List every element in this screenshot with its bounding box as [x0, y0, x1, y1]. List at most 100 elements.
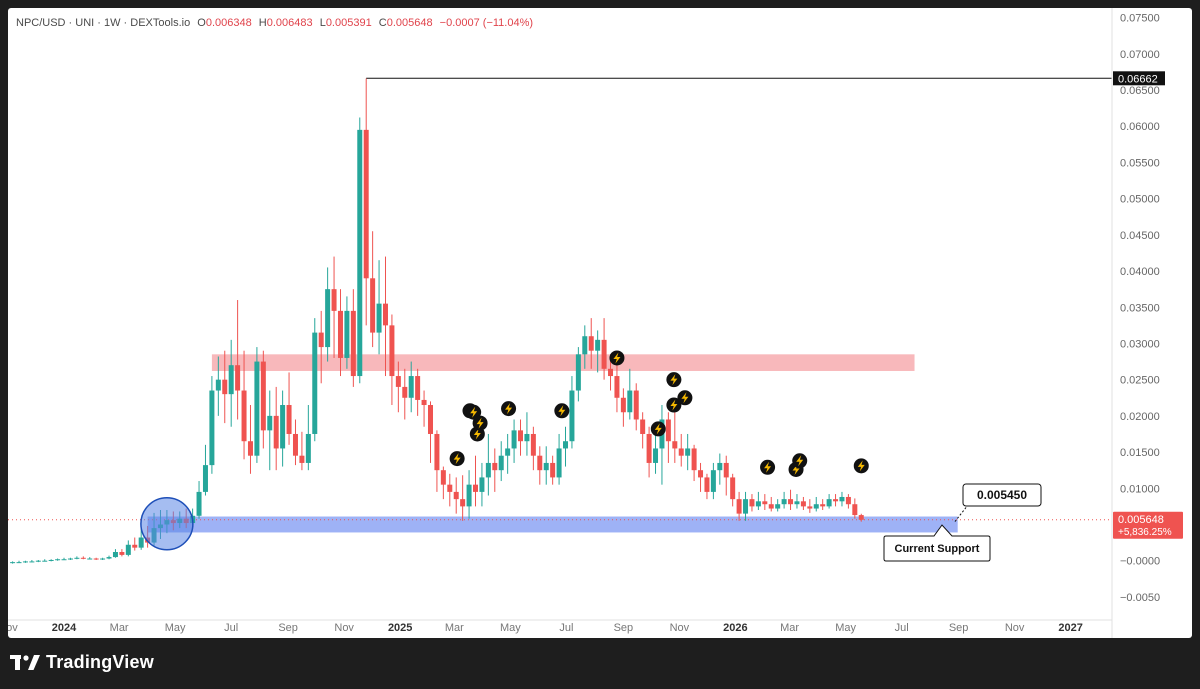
y-tick-label: 0.01500: [1120, 447, 1160, 459]
y-tick-label: 0.05000: [1120, 194, 1160, 206]
candle-body: [749, 499, 755, 507]
y-tick-label: 0.03000: [1120, 338, 1160, 350]
lightning-bolt-icon: [677, 390, 693, 406]
candle-body: [254, 361, 260, 456]
candle-body: [363, 129, 369, 279]
candle-body: [357, 129, 363, 377]
candle-body: [55, 559, 61, 561]
candle-body: [132, 544, 138, 548]
y-tick-label: 0.07500: [1120, 13, 1160, 25]
candle-body: [312, 332, 318, 434]
bolt-glyph: [470, 406, 478, 418]
candle-body: [10, 562, 16, 564]
candle-body: [202, 465, 208, 492]
candle-body: [74, 557, 80, 559]
tradingview-branding[interactable]: TradingView: [10, 652, 154, 673]
candle-body: [524, 433, 530, 442]
candle-body: [466, 484, 472, 507]
candle-body: [376, 303, 382, 333]
candle-body: [800, 501, 806, 507]
candle-body: [717, 462, 723, 471]
lightning-bolt-icon: [554, 403, 570, 419]
candle-body: [601, 339, 607, 369]
candle-body: [299, 455, 305, 463]
bolt-glyph: [857, 460, 865, 472]
candle-body: [215, 379, 221, 391]
candle-body: [550, 462, 556, 478]
lightning-bolt-icon: [666, 397, 682, 413]
y-tick-label: 0.05500: [1120, 157, 1160, 169]
candle-body: [16, 562, 22, 564]
candle-body: [344, 310, 350, 358]
candle-body: [318, 332, 324, 348]
y-tick-label: −0.0000: [1120, 556, 1160, 568]
close-label: C: [378, 17, 387, 29]
candle-body: [826, 499, 832, 507]
candle-body: [87, 558, 93, 560]
candle-body: [595, 339, 601, 351]
open-label: O: [197, 17, 206, 29]
candle-body: [325, 289, 331, 348]
candle-body: [755, 501, 761, 507]
y-tick-label: 0.04000: [1120, 266, 1160, 278]
candle-body: [614, 376, 620, 398]
bolt-glyph: [670, 374, 678, 386]
candle-body: [788, 499, 794, 505]
candle-body: [653, 448, 659, 463]
candle-body: [402, 386, 408, 398]
x-tick-label: Jul: [895, 622, 909, 634]
candle-body: [280, 405, 286, 449]
x-tick-label: Sep: [949, 622, 969, 634]
candle-body: [112, 552, 118, 558]
callout-support-box: [883, 524, 991, 562]
candle-body: [646, 433, 652, 463]
candle-body: [247, 441, 253, 456]
lightning-bolt-icon: [853, 458, 869, 474]
y-tick-label: −0.0050: [1120, 592, 1160, 604]
candle-body: [370, 278, 376, 333]
lightning-bolt-icon: [609, 350, 625, 366]
candle-body: [273, 415, 279, 449]
candle-body: [473, 484, 479, 492]
candle-body: [691, 448, 697, 471]
high-price-badge: [1113, 71, 1165, 86]
candle-body: [665, 419, 671, 442]
candle-body: [427, 405, 433, 434]
candle-body: [267, 415, 273, 431]
candle-body: [781, 499, 787, 505]
candle-body: [852, 504, 858, 516]
candle-body: [35, 560, 41, 562]
candle-body: [331, 289, 337, 311]
candle-body: [511, 430, 517, 449]
x-tick-label: Sep: [614, 622, 634, 634]
high-price-badge-text: 0.06662: [1118, 73, 1158, 85]
candle-body: [434, 433, 440, 471]
candle-body: [421, 399, 427, 406]
price-chart[interactable]: 0.07500 0.07000 0.06500 0.06000 0.05500 0.050…: [8, 8, 1192, 638]
chart-panel: 0.07500 0.07000 0.06500 0.06000 0.05500 0.050…: [8, 8, 1192, 638]
candle-body: [710, 470, 716, 492]
candle-body: [569, 390, 575, 442]
candle-body: [833, 499, 839, 502]
y-tick-label: 0.01000: [1120, 483, 1160, 495]
candle-body: [196, 491, 202, 516]
callout-value-box: [962, 483, 1042, 507]
candle-body: [730, 477, 736, 500]
bolt-glyph: [796, 455, 804, 467]
lightning-bolt-icon: [466, 404, 482, 420]
candle-body: [80, 557, 86, 559]
candle-body: [460, 499, 466, 507]
x-tick-label: May: [500, 622, 521, 634]
candle-body: [505, 448, 511, 456]
close-value: 0.005648: [386, 17, 433, 29]
candle-body: [723, 462, 729, 478]
candle-body: [698, 470, 704, 478]
candle-body: [389, 325, 395, 377]
bolt-glyph: [476, 417, 484, 429]
candle-body: [537, 455, 543, 471]
candle-body: [29, 561, 35, 563]
candle-body: [209, 390, 215, 466]
candle-body: [704, 477, 710, 492]
candle-body: [382, 303, 388, 326]
candle-body: [222, 379, 228, 395]
